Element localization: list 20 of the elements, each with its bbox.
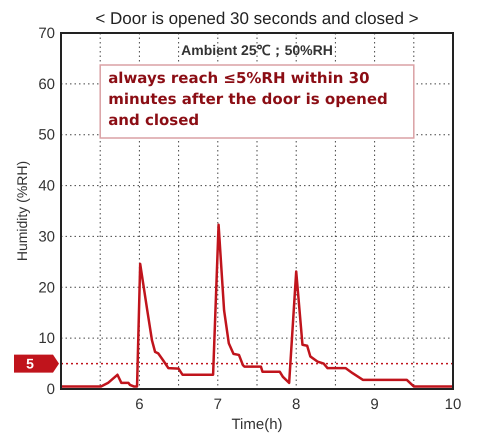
x-tick-label: 10 bbox=[444, 396, 462, 413]
y-tick-label: 60 bbox=[38, 76, 55, 93]
y-tick-label: 70 bbox=[38, 25, 55, 42]
y-tick-label: 0 bbox=[46, 381, 55, 398]
x-axis-title: Time(h) bbox=[231, 416, 283, 433]
annotation: Ambient 25℃；50%RH bbox=[181, 42, 333, 58]
annotation: always reach ≤5%RH within 30 minutes after the door is opened and closed bbox=[108, 69, 388, 129]
line-series bbox=[60, 223, 454, 388]
y-tick-label: 10 bbox=[38, 330, 55, 348]
y-tick-label: 30 bbox=[38, 228, 55, 246]
chart-title: < Door is opened 30 seconds and closed > bbox=[95, 9, 419, 28]
y-tick-label: 50 bbox=[38, 126, 55, 144]
ref-line-label: 5 bbox=[26, 356, 34, 372]
x-tick-label: 9 bbox=[370, 396, 379, 413]
y-axis-title: Humidity (%RH) bbox=[14, 160, 30, 262]
x-tick-label: 8 bbox=[292, 396, 300, 413]
x-tick-label: 6 bbox=[135, 396, 144, 413]
x-tick-label: 7 bbox=[214, 396, 222, 413]
y-tick-label: 20 bbox=[38, 279, 55, 296]
y-tick-label: 40 bbox=[38, 178, 55, 195]
